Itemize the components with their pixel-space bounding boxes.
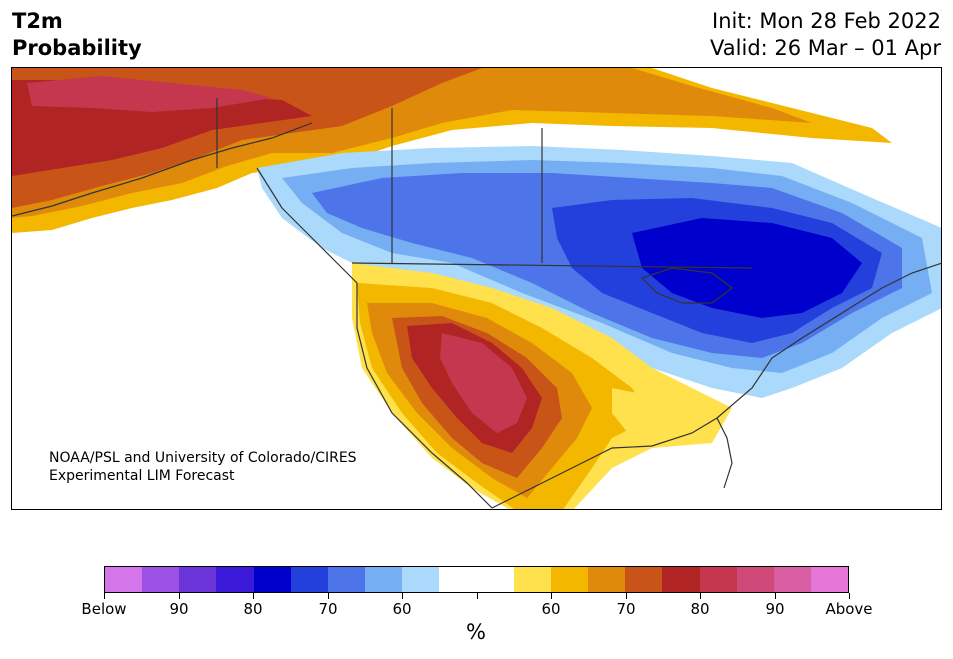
credit-text: NOAA/PSL and University of Colorado/CIRE… — [49, 449, 357, 485]
title-block: T2m Probability — [12, 8, 142, 62]
colorbar-swatch-6 — [327, 567, 366, 592]
colorbar-swatch-16 — [699, 567, 737, 592]
colorbar-swatch-13 — [588, 567, 626, 592]
colorbar-swatch-9 — [439, 567, 477, 592]
colorbar-tick-label: Below — [81, 600, 127, 618]
valid-range: Valid: 26 Mar – 01 Apr — [710, 36, 941, 60]
map-svg — [12, 68, 941, 509]
credit-line-2: Experimental LIM Forecast — [49, 468, 235, 484]
colorbar — [104, 566, 849, 593]
colorbar-tick — [253, 593, 254, 599]
coastlines — [12, 98, 941, 509]
colorbar-swatch-14 — [625, 567, 663, 592]
colorbar-tick-label: Above — [825, 600, 873, 618]
colorbar-tick-label: 80 — [690, 600, 710, 618]
colorbar-tick — [775, 593, 776, 599]
credit-line-1: NOAA/PSL and University of Colorado/CIRE… — [49, 450, 357, 466]
colorbar-tick-label: 90 — [765, 600, 785, 618]
colorbar-swatch-12 — [550, 567, 589, 592]
colorbar-swatch-17 — [736, 567, 774, 592]
colorbar-tick — [104, 593, 105, 599]
colorbar-tick-label: 70 — [318, 600, 338, 618]
colorbar-swatch-4 — [253, 567, 291, 592]
warm-region-se — [612, 388, 712, 443]
colorbar-swatch-18 — [773, 567, 811, 592]
variable-title: T2m — [12, 9, 63, 33]
colorbar-tick-label: 70 — [616, 600, 636, 618]
colorbar-swatch-7 — [365, 567, 403, 592]
warm-region-alaska-peak — [27, 76, 272, 112]
colorbar-tick-label: 90 — [169, 600, 189, 618]
colorbar-tick — [402, 593, 403, 599]
colorbar-swatch-8 — [402, 567, 440, 592]
colorbar-tick — [849, 593, 850, 599]
colorbar-tick-label: 60 — [541, 600, 561, 618]
forecast-map — [11, 67, 942, 510]
colorbar-swatch-3 — [216, 567, 254, 592]
init-date: Init: Mon 28 Feb 2022 — [712, 9, 941, 33]
colorbar-tick — [328, 593, 329, 599]
colorbar-swatch-5 — [290, 567, 328, 592]
colorbar-tick — [179, 593, 180, 599]
colorbar-tick — [626, 593, 627, 599]
colorbar-tick — [551, 593, 552, 599]
product-title: Probability — [12, 36, 142, 60]
colorbar-swatch-2 — [179, 567, 217, 592]
colorbar-tick — [477, 593, 478, 599]
colorbar-swatch-10 — [476, 567, 514, 592]
colorbar-tick — [700, 593, 701, 599]
colorbar-swatch-0 — [105, 567, 143, 592]
colorbar-swatch-1 — [142, 567, 180, 592]
colorbar-tick-label: 60 — [392, 600, 412, 618]
colorbar-swatch-19 — [810, 567, 849, 592]
date-block: Init: Mon 28 Feb 2022 Valid: 26 Mar – 01… — [710, 8, 941, 62]
colorbar-unit: % — [466, 620, 486, 644]
colorbar-swatch-15 — [662, 567, 700, 592]
colorbar-swatch-11 — [513, 567, 551, 592]
warm-region-sw-core — [440, 333, 527, 433]
colorbar-tick-label: 80 — [243, 600, 263, 618]
